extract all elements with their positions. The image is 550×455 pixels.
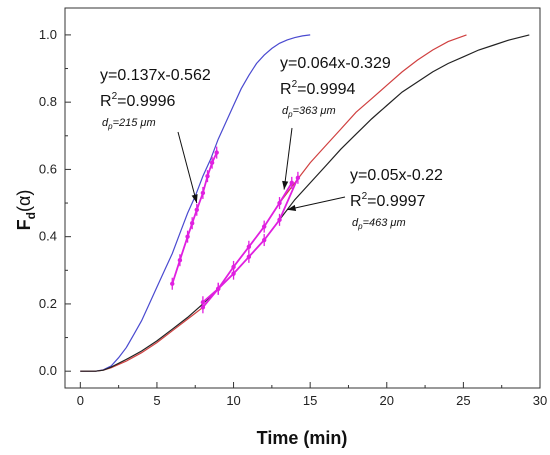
y-tick-label: 0.6 <box>39 161 57 176</box>
data-point <box>261 224 267 229</box>
x-tick-label: 0 <box>77 393 84 408</box>
data-point <box>189 221 195 226</box>
data-point <box>216 286 221 291</box>
arrow-head <box>282 180 289 190</box>
y-tick-label: 0.4 <box>39 229 57 244</box>
particle-diameter: dp=215 μm <box>102 117 156 131</box>
y-tick-label: 1.0 <box>39 27 57 42</box>
data-point <box>170 281 175 286</box>
x-tick-label: 25 <box>456 393 470 408</box>
particle-diameter: dp=363 μm <box>282 105 336 119</box>
y-axis-title: Fd(α) <box>14 190 38 231</box>
data-point <box>200 190 206 196</box>
data-point <box>246 254 252 260</box>
r-squared: R2=0.9994 <box>280 79 356 98</box>
y-tick-label: 0.0 <box>39 363 57 378</box>
axis-ticks: 0 5 10 15 20 25 30 0.0 0.2 0.4 0.6 0.8 1.0 <box>39 27 547 408</box>
r-squared: R2=0.9996 <box>100 91 176 110</box>
x-tick-label: 20 <box>380 393 394 408</box>
arrow-head <box>287 204 297 211</box>
data-point <box>289 180 294 186</box>
data-point <box>246 244 252 249</box>
data-point <box>214 150 219 155</box>
data-point <box>295 175 301 181</box>
data-point <box>209 160 215 165</box>
data-point <box>231 271 236 276</box>
y-tick-label: 0.2 <box>39 296 57 311</box>
fit-curve <box>80 34 530 372</box>
fit-equation: y=0.05x-0.22 <box>350 167 443 184</box>
fit-equation: y=0.064x-0.329 <box>280 55 391 72</box>
data-point <box>231 264 236 270</box>
y-tick-label: 0.8 <box>39 94 57 109</box>
arrow-shaft <box>283 127 293 190</box>
data-point <box>185 234 190 239</box>
x-tick-label: 15 <box>303 393 317 408</box>
linear-fit-segment <box>171 152 218 285</box>
data-point <box>200 300 206 305</box>
fit-equation: y=0.137x-0.562 <box>100 67 211 84</box>
data-point <box>277 200 282 206</box>
data-point <box>277 217 282 223</box>
data-point <box>205 173 210 179</box>
r-squared: R2=0.9997 <box>350 191 426 210</box>
plot-frame <box>64 7 541 389</box>
data-point <box>261 237 267 243</box>
arrow-head <box>191 194 198 204</box>
x-tick-label: 5 <box>153 393 160 408</box>
x-axis-title: Time (min) <box>257 428 348 448</box>
x-tick-label: 30 <box>533 393 547 408</box>
annotation-arrows <box>177 127 346 211</box>
particle-diameter: dp=463 μm <box>352 217 406 231</box>
arrow-shaft <box>177 131 198 204</box>
fit-annotations: y=0.137x-0.562 R2=0.9996 dp=215 μm y=0.064x… <box>100 55 443 231</box>
x-tick-label: 10 <box>226 393 240 408</box>
fit-curve <box>80 34 311 372</box>
data-point <box>194 207 199 212</box>
data-markers <box>170 146 301 314</box>
arrow-shaft <box>287 196 346 211</box>
data-point <box>177 258 183 263</box>
